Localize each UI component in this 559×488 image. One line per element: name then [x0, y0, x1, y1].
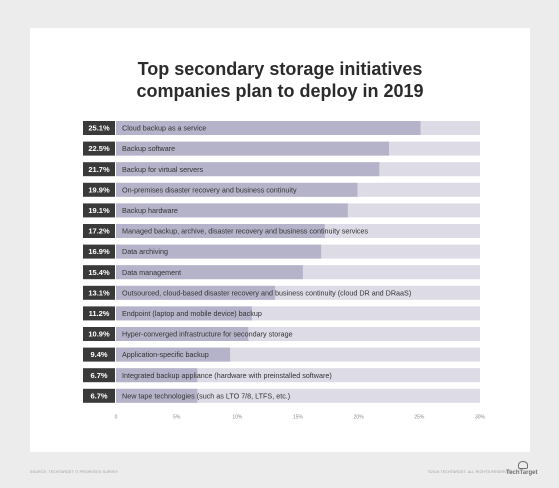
value-label-box: [83, 265, 115, 280]
bar: [116, 182, 358, 197]
techtarget-logo: TechTarget: [506, 461, 538, 481]
category-label: Managed backup, archive, disaster recove…: [122, 227, 369, 236]
bar: [116, 224, 325, 238]
bar: [116, 162, 380, 177]
value-label-box: [83, 203, 115, 218]
bar: [116, 285, 275, 300]
value-label: 15.4%: [88, 268, 110, 277]
category-label: Integrated backup appliance (hardware wi…: [122, 371, 332, 380]
value-label-box: [83, 141, 115, 156]
category-label: Endpoint (laptop and mobile device) back…: [122, 309, 262, 318]
value-label-box: [83, 368, 115, 383]
x-tick-label: 5%: [173, 414, 181, 420]
value-label: 19.1%: [88, 206, 110, 215]
value-label: 19.9%: [88, 185, 110, 194]
value-label: 22.5%: [88, 144, 110, 153]
bar: [116, 265, 303, 280]
chart-title-line: companies plan to deploy in 2019: [136, 81, 424, 101]
value-label: 6.7%: [90, 391, 107, 400]
value-label: 16.9%: [88, 247, 110, 256]
category-label: Data archiving: [122, 247, 168, 256]
value-label: 11.2%: [89, 309, 110, 318]
bar-track: [116, 388, 480, 403]
value-label: 25.1%: [88, 124, 110, 133]
bar: [116, 327, 249, 341]
chart-title-line: Top secondary storage initiatives: [137, 59, 423, 79]
bar: [116, 203, 348, 218]
value-label-box: [83, 388, 115, 403]
category-label: Data management: [122, 268, 181, 277]
value-label-box: [83, 121, 115, 135]
bar: [116, 141, 389, 156]
logo-text: TechTarget: [506, 470, 538, 476]
x-tick-label: 0: [115, 414, 118, 420]
category-label: Cloud backup as a service: [122, 124, 206, 133]
chart-title: Top secondary storage initiatives compani…: [30, 58, 530, 102]
value-label-box: [83, 162, 115, 177]
bar: [116, 244, 322, 259]
x-tick-label: 25%: [414, 414, 425, 420]
bar: [116, 121, 421, 135]
bar: [116, 306, 252, 321]
category-label: New tape technologies (such as LTO 7/8, …: [122, 391, 290, 400]
value-label-box: [83, 306, 115, 321]
bar: [116, 347, 231, 362]
category-label: Hyper-converged infrastructure for secon…: [122, 330, 293, 339]
x-tick-label: 10%: [232, 414, 243, 420]
value-label: 17.2%: [88, 227, 110, 236]
x-tick-label: 30%: [475, 414, 486, 420]
value-label-box: [83, 327, 115, 341]
category-label: Backup hardware: [122, 206, 178, 215]
source-note: SOURCE: TECHTARGET IT PRIORITIES SURVEY: [30, 470, 119, 474]
x-tick-label: 20%: [354, 414, 365, 420]
bar: [116, 388, 198, 403]
value-label-box: [83, 224, 115, 238]
value-label-box: [83, 347, 115, 362]
value-label: 9.4%: [90, 350, 107, 359]
category-label: Backup for virtual servers: [122, 165, 203, 174]
value-label: 10.9%: [88, 330, 110, 339]
value-label: 21.7%: [88, 165, 110, 174]
techtarget-logo-icon: [518, 461, 528, 469]
value-label-box: [83, 285, 115, 300]
value-label: 13.1%: [88, 288, 110, 297]
value-label-box: [83, 244, 115, 259]
x-tick-label: 15%: [293, 414, 304, 420]
copyright-note: ©2019 TECHTARGET. ALL RIGHTS RESERVED: [428, 470, 512, 474]
value-label: 6.7%: [90, 371, 107, 380]
bar: [116, 368, 198, 383]
bar-track: [116, 368, 480, 383]
category-label: Backup software: [122, 144, 175, 153]
category-label: Application-specific backup: [122, 350, 209, 359]
category-label: Outsourced, cloud-based disaster recover…: [122, 288, 411, 297]
value-label-box: [83, 182, 115, 197]
category-label: On-premises disaster recovery and busine…: [122, 185, 297, 194]
